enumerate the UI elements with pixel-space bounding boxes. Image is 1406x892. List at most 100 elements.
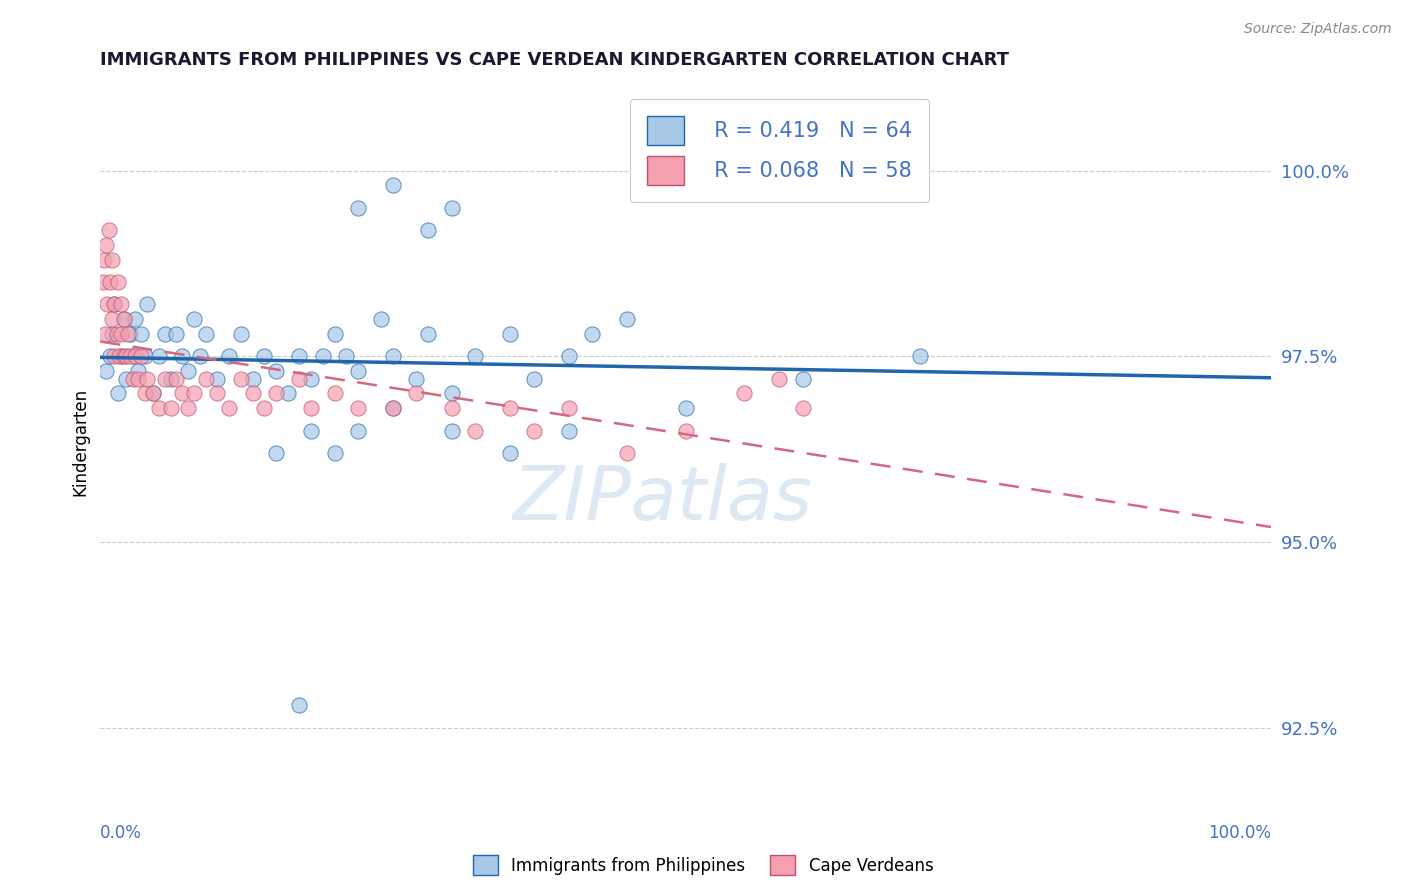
Point (112, 312, 135, 326)
Point (172, 386, 194, 401)
Point (522, 371, 544, 385)
Point (323, 386, 346, 401)
Point (124, 349, 146, 363)
Point (127, 364, 149, 378)
Point (97, 223, 120, 237)
Text: Source: ZipAtlas.com: Source: ZipAtlas.com (1244, 22, 1392, 37)
Point (299, 424, 322, 438)
Point (112, 312, 135, 326)
Legend: Immigrants from Philippines, Cape Verdeans: Immigrants from Philippines, Cape Verdea… (464, 847, 942, 884)
Point (136, 297, 159, 311)
Text: ZIPatlas: ZIPatlas (512, 463, 813, 535)
Point (218, 349, 240, 363)
Point (131, 326, 153, 341)
Point (382, 401, 405, 416)
Point (110, 349, 132, 363)
Point (96, 237, 118, 252)
Text: IMMIGRANTS FROM PHILIPPINES VS CAPE VERDEAN KINDERGARTEN CORRELATION CHART: IMMIGRANTS FROM PHILIPPINES VS CAPE VERD… (100, 51, 1010, 69)
Point (115, 371, 138, 385)
Point (98, 349, 121, 363)
Point (101, 252, 124, 267)
Point (142, 386, 165, 401)
Point (110, 326, 132, 341)
Point (98, 275, 121, 289)
Point (110, 297, 132, 311)
Point (557, 424, 579, 438)
Point (136, 371, 159, 385)
Point (253, 349, 276, 363)
Point (792, 401, 814, 416)
Point (616, 446, 638, 460)
Point (557, 349, 579, 363)
Point (117, 326, 139, 341)
Point (264, 446, 287, 460)
Point (382, 178, 405, 193)
Legend:   R = 0.419   N = 64,   R = 0.068   N = 58: R = 0.419 N = 64, R = 0.068 N = 58 (630, 99, 929, 202)
Point (101, 326, 124, 341)
Point (464, 424, 486, 438)
Point (464, 349, 486, 363)
Point (347, 424, 370, 438)
Point (96, 297, 118, 311)
Point (440, 386, 463, 401)
Point (418, 223, 440, 237)
Point (159, 401, 181, 416)
Point (440, 201, 463, 215)
Point (323, 446, 346, 460)
Point (581, 326, 603, 341)
Point (264, 364, 287, 378)
Point (188, 349, 211, 363)
Point (122, 371, 145, 385)
Point (229, 326, 252, 341)
Point (288, 698, 311, 713)
Point (115, 349, 138, 363)
Point (194, 371, 217, 385)
Point (148, 349, 170, 363)
Point (229, 371, 252, 385)
Point (159, 371, 181, 385)
Point (103, 297, 125, 311)
Point (792, 371, 814, 385)
Text: 100.0%: 100.0% (1208, 824, 1271, 842)
Point (382, 349, 405, 363)
Point (103, 349, 125, 363)
Point (177, 401, 200, 416)
Point (382, 401, 405, 416)
Point (370, 312, 392, 326)
Point (127, 371, 149, 385)
Point (299, 401, 322, 416)
Point (405, 386, 427, 401)
Point (312, 349, 335, 363)
Point (172, 349, 194, 363)
Point (347, 401, 370, 416)
Point (108, 349, 131, 363)
Point (522, 424, 544, 438)
Point (499, 401, 522, 416)
Point (153, 371, 176, 385)
Point (908, 349, 931, 363)
Point (131, 349, 153, 363)
Point (557, 401, 579, 416)
Point (288, 349, 311, 363)
Point (177, 364, 200, 378)
Point (96, 364, 118, 378)
Point (142, 386, 165, 401)
Point (499, 326, 522, 341)
Point (264, 386, 287, 401)
Point (105, 326, 128, 341)
Point (675, 401, 697, 416)
Point (103, 297, 125, 311)
Point (277, 386, 299, 401)
Point (405, 371, 427, 385)
Point (299, 371, 322, 385)
Point (335, 349, 357, 363)
Point (207, 371, 229, 385)
Text: 0.0%: 0.0% (100, 824, 142, 842)
Point (183, 312, 205, 326)
Point (253, 401, 276, 416)
Point (165, 326, 187, 341)
Point (91, 275, 114, 289)
Point (107, 386, 129, 401)
Point (218, 401, 240, 416)
Point (122, 349, 145, 363)
